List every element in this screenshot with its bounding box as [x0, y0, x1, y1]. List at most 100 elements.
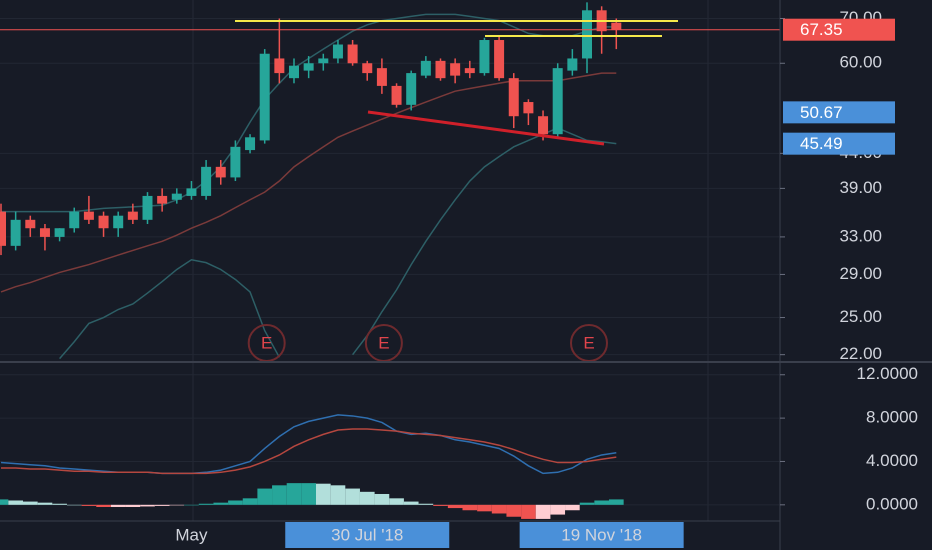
y-tick-label: 22.00 — [839, 344, 882, 363]
time-label-box — [519, 522, 684, 548]
histogram-bar — [37, 502, 53, 505]
histogram-bar — [565, 504, 580, 511]
histogram-bar — [213, 502, 229, 505]
y-tick-label: 29.00 — [839, 264, 882, 283]
histogram-bar — [521, 504, 536, 519]
candle-body — [376, 68, 387, 86]
candle-body — [127, 211, 138, 220]
histogram-bar — [609, 499, 624, 505]
candle-body — [83, 211, 94, 220]
histogram-bar — [66, 504, 82, 506]
price-label: 67.35 — [800, 20, 843, 39]
histogram-bar — [374, 493, 390, 505]
price-label-box — [783, 101, 895, 124]
histogram-bar — [125, 504, 141, 507]
histogram-bar — [359, 491, 375, 505]
histogram-bar — [535, 504, 551, 519]
candle-body — [69, 211, 80, 229]
histogram-bar — [257, 488, 273, 505]
candle-body — [611, 22, 622, 30]
histogram-bar — [154, 504, 170, 506]
candle-body — [332, 44, 343, 59]
histogram-bar — [272, 485, 287, 505]
indicator-line — [1, 428, 617, 475]
histogram-bar — [316, 483, 331, 505]
event-label: E — [583, 333, 594, 352]
candle-body — [274, 58, 285, 74]
candle-body — [362, 63, 373, 74]
histogram-bar — [23, 501, 38, 505]
y-tick-label: 39.00 — [839, 178, 882, 197]
histogram-bar — [477, 504, 492, 512]
y-tick-label: 12.0000 — [857, 364, 918, 383]
candle-body — [464, 68, 475, 74]
candle-body — [318, 58, 329, 64]
histogram-bar — [462, 504, 478, 511]
candle-body — [347, 44, 358, 64]
axes: 70.0060.0044.0039.0033.0029.0025.0022.00… — [175, 8, 918, 548]
candle-body — [113, 215, 124, 229]
histogram-bar — [286, 483, 302, 505]
candle-body — [582, 10, 592, 59]
candle-body — [142, 195, 153, 220]
candle-body — [186, 188, 197, 196]
y-tick-label: 60.00 — [839, 53, 882, 72]
histogram-bar — [491, 504, 507, 514]
y-tick-label: 8.0000 — [866, 408, 918, 427]
x-tick-label: 30 Jul '18 — [331, 525, 403, 544]
y-tick-label: 4.0000 — [866, 451, 918, 470]
histogram-bar — [447, 504, 463, 509]
candle-body — [0, 211, 6, 246]
candle-body — [494, 40, 505, 79]
candle-body — [391, 85, 402, 105]
y-tick-label: 25.00 — [839, 307, 882, 326]
candle-body — [289, 65, 299, 79]
candle-body — [259, 53, 270, 141]
x-tick-label: May — [175, 525, 208, 544]
price-label-box — [783, 18, 895, 41]
histogram-bar — [301, 483, 316, 505]
candle-body — [479, 40, 490, 74]
histogram-bar — [52, 503, 67, 505]
candle-body — [406, 73, 417, 105]
candle-body — [157, 195, 168, 204]
candle-body — [39, 228, 50, 237]
time-label-box — [285, 522, 450, 548]
candle-body — [25, 219, 36, 229]
candle-body — [420, 60, 431, 76]
y-tick-label: 0.0000 — [866, 494, 918, 513]
candle-body — [201, 166, 212, 196]
x-tick-label: 19 Nov '18 — [561, 525, 642, 544]
candle-body — [450, 63, 461, 76]
histogram-bar — [81, 504, 97, 506]
histogram-bar — [8, 500, 23, 505]
event-label: E — [261, 333, 272, 352]
histogram-bar — [506, 504, 522, 517]
histogram-bar — [418, 503, 434, 505]
price-label: 50.67 — [800, 103, 843, 122]
candle-body — [245, 137, 256, 151]
histogram-bar — [579, 502, 595, 505]
y-tick-label: 33.00 — [839, 226, 882, 245]
histogram-bar — [330, 485, 346, 505]
histogram-bar — [403, 501, 419, 505]
histogram-bar — [110, 504, 126, 507]
histogram-bar — [242, 498, 258, 505]
histogram-bar — [198, 503, 214, 505]
candle-body — [54, 228, 65, 237]
candle-body — [523, 102, 534, 114]
price-label-box — [783, 132, 895, 155]
trend-line — [367, 110, 605, 146]
histogram-bar — [96, 504, 111, 507]
event-label: E — [378, 333, 389, 352]
candle-body — [171, 193, 182, 200]
histogram-bar — [433, 504, 448, 506]
histogram-bar — [228, 500, 243, 505]
candle-body — [567, 58, 578, 71]
histogram-bar — [345, 488, 360, 505]
candle-body — [552, 68, 563, 135]
